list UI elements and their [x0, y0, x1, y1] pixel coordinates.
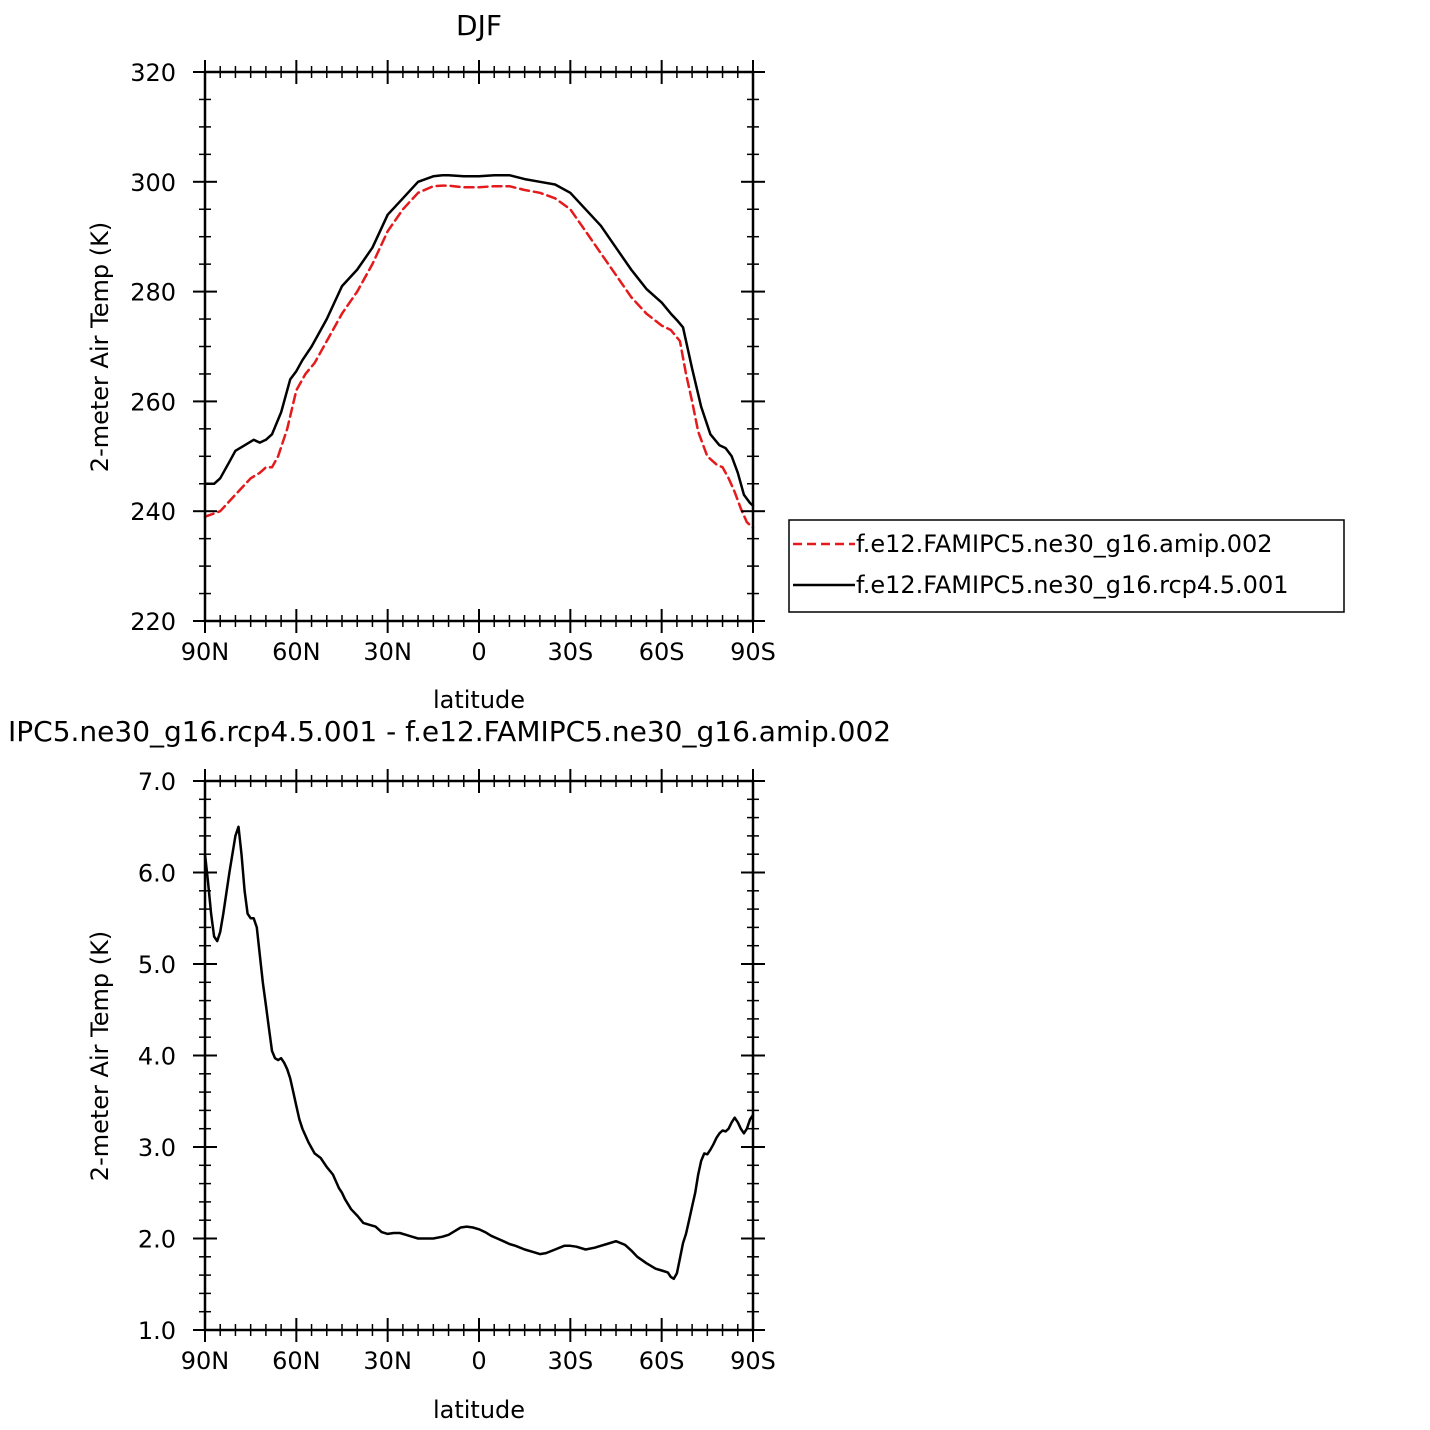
- bottom-y-tick-label: 3.0: [138, 1134, 176, 1162]
- top-x-tick-label: 30N: [363, 638, 412, 666]
- bottom-x-axis-title: latitude: [433, 1396, 525, 1424]
- bottom-y-tick-label: 4.0: [138, 1043, 176, 1071]
- bottom-x-tick-label: 30N: [363, 1347, 412, 1375]
- bottom-x-tick-label: 90S: [730, 1347, 776, 1375]
- top-x-tick-label: 0: [471, 638, 486, 666]
- top-x-axis-title: latitude: [433, 686, 525, 714]
- top-x-tick-label: 60S: [639, 638, 685, 666]
- top-panel-title: DJF: [456, 9, 502, 42]
- bottom-panel: IPC5.ne30_g16.rcp4.5.001 - f.e12.FAMIPC5…: [8, 715, 891, 1424]
- bottom-x-tick-label: 90N: [181, 1347, 230, 1375]
- bottom-y-tick-label: 7.0: [138, 768, 176, 796]
- top-y-tick-label: 260: [130, 388, 176, 416]
- top-x-tick-label: 90N: [181, 638, 230, 666]
- bottom-y-tick-label: 1.0: [138, 1317, 176, 1345]
- bottom-panel-title: IPC5.ne30_g16.rcp4.5.001 - f.e12.FAMIPC5…: [8, 715, 891, 748]
- top-series-line-1: [203, 173, 755, 507]
- top-y-tick-label: 300: [130, 169, 176, 197]
- legend: f.e12.FAMIPC5.ne30_g16.amip.002 f.e12.FA…: [788, 519, 1345, 613]
- top-x-tick-label: 90S: [730, 638, 776, 666]
- top-series-line-0: [203, 184, 755, 529]
- top-x-tick-label: 60N: [272, 638, 321, 666]
- bottom-series-line-0: [203, 825, 755, 1281]
- legend-label-amip: f.e12.FAMIPC5.ne30_g16.amip.002: [856, 530, 1273, 558]
- top-panel: DJF 2-meter Air Temp (K) latitude 90N 60N…: [86, 9, 776, 714]
- bottom-x-tick-label: 60S: [639, 1347, 685, 1375]
- bottom-x-tick-label: 60N: [272, 1347, 321, 1375]
- bottom-y-tick-label: 2.0: [138, 1226, 176, 1254]
- top-y-tick-label: 220: [130, 608, 176, 636]
- top-y-tick-label: 320: [130, 59, 176, 87]
- top-y-tick-label: 240: [130, 498, 176, 526]
- bottom-x-tick-label: 30S: [547, 1347, 593, 1375]
- top-x-tick-label: 30S: [547, 638, 593, 666]
- bottom-y-tick-label: 5.0: [138, 951, 176, 979]
- top-y-axis-title: 2-meter Air Temp (K): [86, 222, 114, 472]
- bottom-x-tick-label: 0: [471, 1347, 486, 1375]
- bottom-plot-frame: [203, 779, 755, 1332]
- bottom-y-axis-title: 2-meter Air Temp (K): [86, 931, 114, 1181]
- top-y-tick-label: 280: [130, 279, 176, 307]
- legend-label-rcp45: f.e12.FAMIPC5.ne30_g16.rcp4.5.001: [856, 571, 1289, 599]
- top-plot-frame: [203, 70, 755, 623]
- bottom-y-tick-label: 6.0: [138, 860, 176, 888]
- legend-box: [788, 519, 1345, 613]
